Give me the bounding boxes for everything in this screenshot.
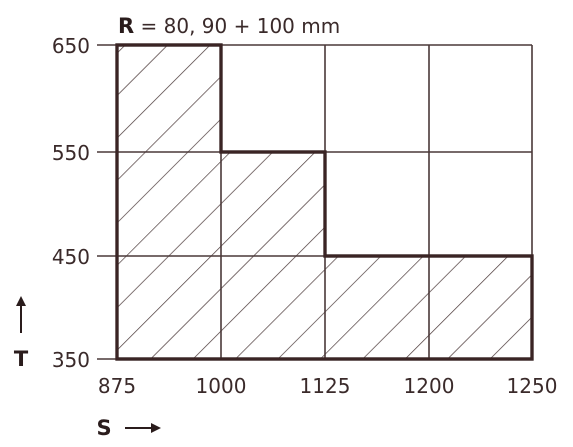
x-axis-arrow-icon: [125, 423, 161, 433]
y-tick-label: 350: [52, 348, 90, 372]
x-tick-label: 1200: [404, 374, 455, 398]
y-tick-label: 550: [52, 141, 90, 165]
x-tick-label: 1250: [507, 374, 558, 398]
header-line: R = 80, 90 + 100 mm: [118, 14, 340, 38]
header-var: R: [118, 14, 134, 38]
y-axis-label: T: [14, 347, 29, 371]
region-border: [115, 43, 534, 361]
x-axis-label: S: [96, 416, 111, 440]
y-tick-label: 450: [52, 245, 90, 269]
y-axis-arrow-icon: [16, 296, 26, 333]
y-tick-label: 650: [52, 34, 90, 58]
x-tick-label: 875: [98, 374, 136, 398]
x-tick-label: 1125: [300, 374, 351, 398]
header-text: = 80, 90 + 100 mm: [134, 14, 340, 38]
x-tick-label: 1000: [196, 374, 247, 398]
